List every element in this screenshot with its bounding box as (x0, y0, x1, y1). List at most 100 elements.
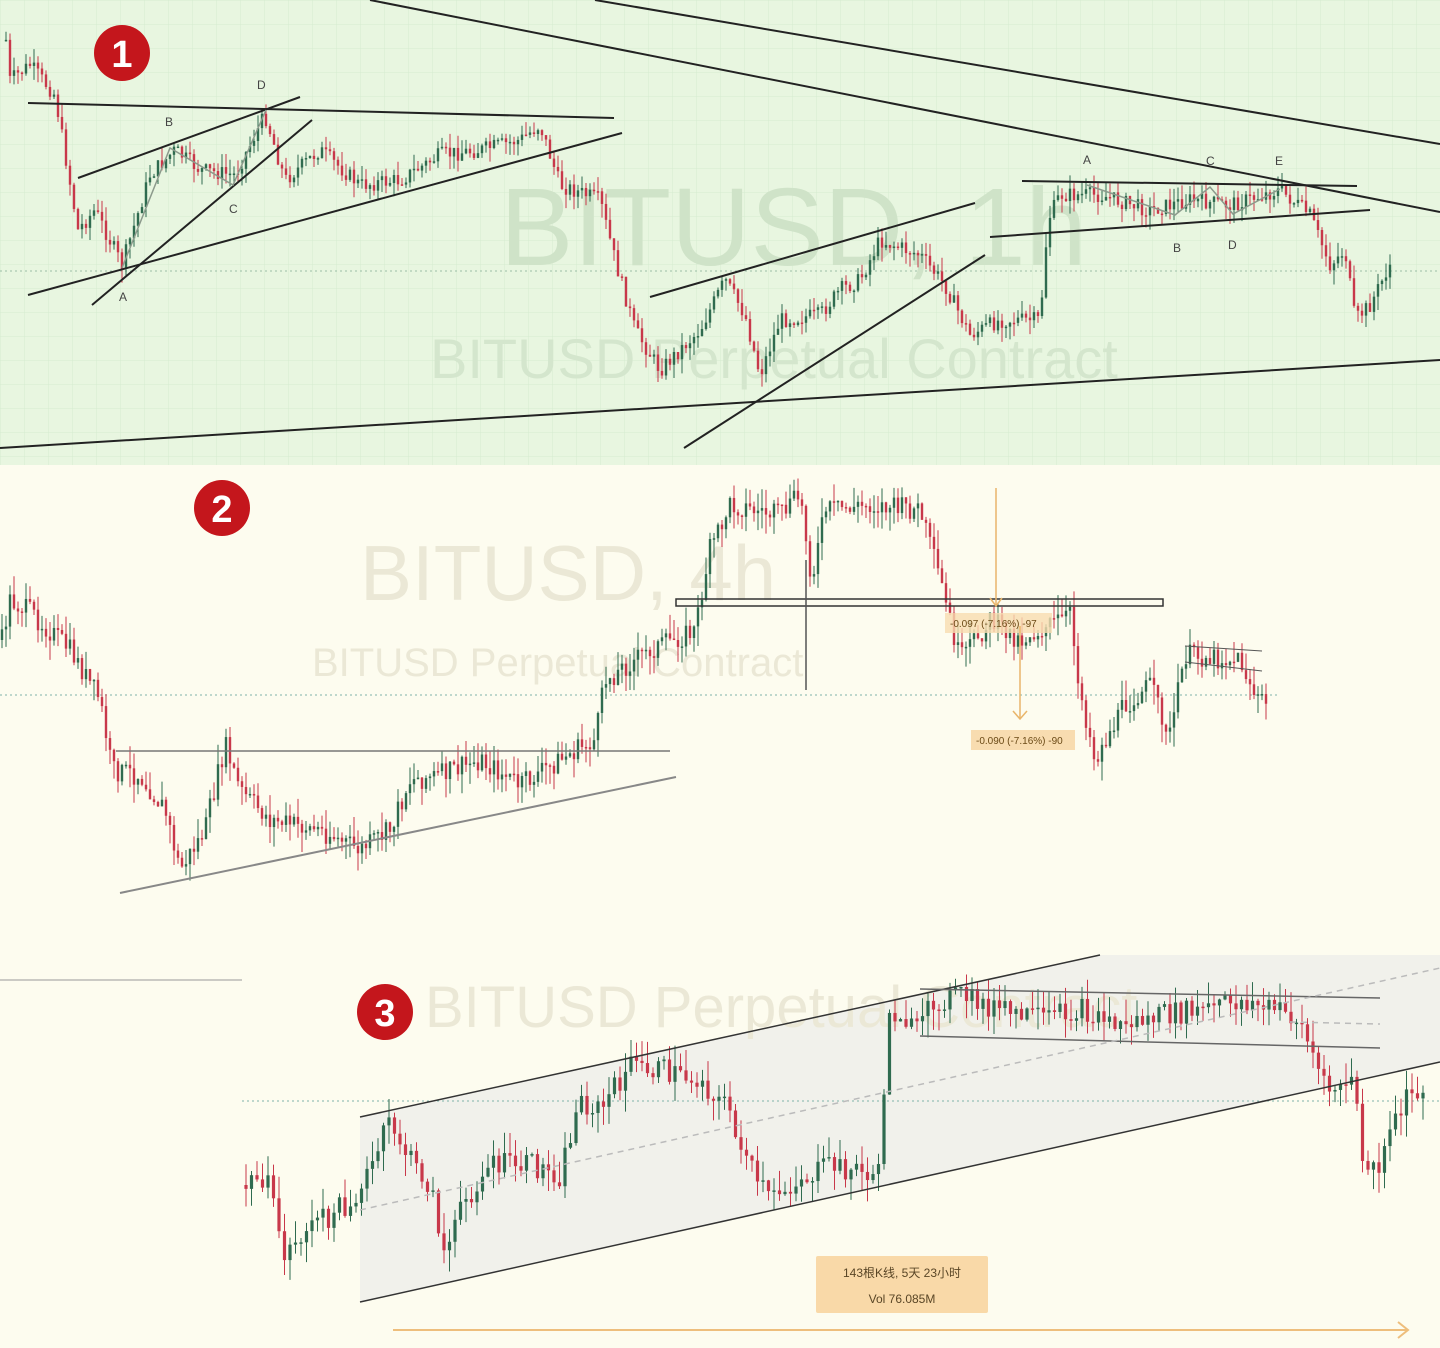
candle-body (168, 154, 172, 159)
candle-body (476, 153, 480, 158)
candle-body (616, 250, 620, 277)
candle-body (1162, 1004, 1167, 1007)
candle-body (404, 182, 408, 185)
candle-body (564, 188, 568, 195)
candle-body (293, 1242, 298, 1245)
candle-body (288, 174, 292, 183)
candle-body (365, 1168, 369, 1189)
candle-body (244, 1185, 248, 1189)
candle-body (116, 241, 120, 253)
candle-body (513, 1155, 518, 1167)
candle-body (64, 129, 68, 166)
panel-1-lower-channel-line (683, 254, 986, 449)
candle-body (512, 773, 516, 776)
candle-body (32, 62, 36, 66)
candle-body (1421, 1092, 1425, 1099)
panel-3-badge (357, 984, 413, 1040)
candle-body (68, 165, 72, 185)
candle-body (256, 128, 260, 142)
candle-body (931, 1000, 936, 1010)
candle-body (600, 191, 604, 204)
candle-body (920, 254, 924, 256)
candle-body (1152, 677, 1156, 685)
candle-body (264, 113, 268, 127)
candle-body (232, 763, 236, 768)
candle-body (1113, 1016, 1117, 1030)
candle-body (548, 765, 552, 767)
candle-body (348, 836, 352, 839)
candle-body (816, 1161, 820, 1182)
candle-body (475, 1191, 479, 1203)
candle-body (838, 1159, 842, 1171)
candle-body (975, 988, 980, 1009)
candle-body (812, 574, 816, 577)
candle-body (766, 1180, 771, 1192)
candle-body (1289, 1011, 1293, 1024)
candle-body (1410, 1089, 1414, 1094)
candle-body (871, 1174, 875, 1181)
candle-body (636, 649, 640, 660)
candle-body (504, 774, 508, 777)
candle-body (1188, 644, 1192, 665)
candle-body (1404, 1089, 1409, 1116)
panel-3-trendlines (359, 954, 1440, 1303)
candle-body (24, 63, 28, 74)
candle-body (1327, 1075, 1332, 1092)
candle-body (255, 1175, 259, 1180)
candle-body (836, 500, 840, 503)
candle-body (140, 778, 144, 785)
candle-body (248, 145, 252, 153)
candle-body (1320, 229, 1324, 246)
candle-body (676, 640, 680, 647)
candle-body (224, 737, 228, 768)
candle-body (444, 763, 448, 780)
candle-body (1260, 199, 1264, 201)
candle-body (664, 358, 668, 376)
candle-body (736, 512, 740, 516)
candle-body (596, 191, 600, 193)
candle-body (276, 144, 280, 165)
candle-body (640, 1060, 644, 1064)
candle-body (865, 1171, 870, 1181)
candle-body (212, 168, 216, 172)
candle-body (1012, 322, 1016, 325)
candle-body (684, 625, 688, 647)
candle-body (872, 256, 876, 261)
candle-body (760, 508, 764, 511)
candle-body (1144, 680, 1148, 692)
candle-body (607, 1094, 611, 1107)
candle-body (1190, 1000, 1194, 1016)
candle-body (172, 824, 176, 851)
pattern-label-a-right: A (1083, 153, 1091, 167)
candle-body (821, 1158, 826, 1162)
candle-body (1366, 1160, 1370, 1170)
candle-body (1355, 1076, 1359, 1104)
candle-body (651, 1073, 655, 1078)
candle-body (1024, 642, 1028, 646)
candle-body (700, 328, 704, 337)
candle-body (432, 771, 436, 777)
candle-body (1372, 296, 1376, 312)
candle-body (266, 1175, 270, 1188)
candle-body (968, 639, 972, 647)
candle-body (744, 1149, 749, 1156)
candle-body (424, 160, 428, 166)
candle-body (1124, 1021, 1128, 1025)
candle-body (760, 369, 764, 375)
candle-body (780, 504, 784, 507)
candle-body (992, 317, 996, 331)
candle-body (343, 1197, 347, 1216)
candle-body (556, 166, 560, 172)
candle-body (184, 152, 188, 158)
candle-body (893, 1012, 897, 1022)
candle-body (326, 1208, 331, 1228)
candle-body (1196, 198, 1200, 202)
candle-body (332, 836, 336, 840)
candle-body (316, 158, 320, 160)
candle-body (716, 524, 720, 539)
candle-body (96, 679, 100, 698)
candle-body (1140, 1015, 1145, 1025)
candle-body (1364, 303, 1368, 316)
candle-body (1388, 264, 1392, 278)
